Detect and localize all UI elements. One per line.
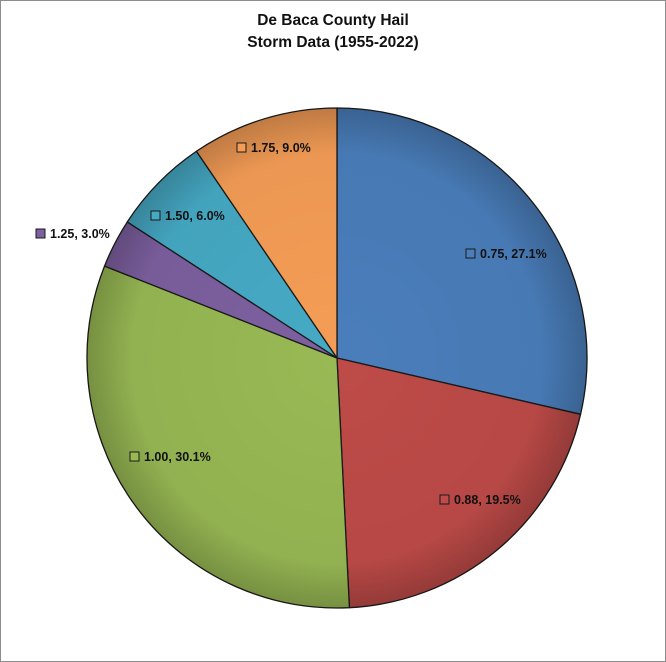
data-label-1-25: 1.25, 3.0% [35, 227, 110, 241]
data-label-text: 1.00, 30.1% [144, 450, 211, 464]
data-label-text: 1.75, 9.0% [251, 141, 311, 155]
data-label-text: 0.75, 27.1% [480, 247, 547, 261]
data-label-1-00: 1.00, 30.1% [129, 450, 211, 464]
legend-key-swatch [150, 210, 161, 221]
data-label-0-88: 0.88, 19.5% [439, 493, 521, 507]
chart-title-line-1: De Baca County Hail [257, 12, 409, 29]
legend-key-swatch [236, 142, 247, 153]
legend-key-swatch [129, 451, 140, 462]
legend-key-swatch [465, 248, 476, 259]
data-label-1-50: 1.50, 6.0% [150, 209, 225, 223]
data-label-text: 0.88, 19.5% [454, 493, 521, 507]
data-label-text: 1.50, 6.0% [165, 209, 225, 223]
data-label-1-75: 1.75, 9.0% [236, 141, 311, 155]
pie-slices [86, 107, 588, 609]
chart-title-line-2: Storm Data (1955-2022) [247, 34, 419, 51]
legend-key-swatch [439, 494, 450, 505]
data-label-0-75: 0.75, 27.1% [465, 247, 547, 261]
data-label-text: 1.25, 3.0% [50, 227, 110, 241]
chart-title: De Baca County Hail Storm Data (1955-202… [0, 10, 666, 54]
pie-data-labels: 0.75, 27.1% 0.88, 19.5% 1.00, 30.1% 1.25, 3… [35, 141, 547, 507]
legend-key-swatch [35, 228, 46, 239]
